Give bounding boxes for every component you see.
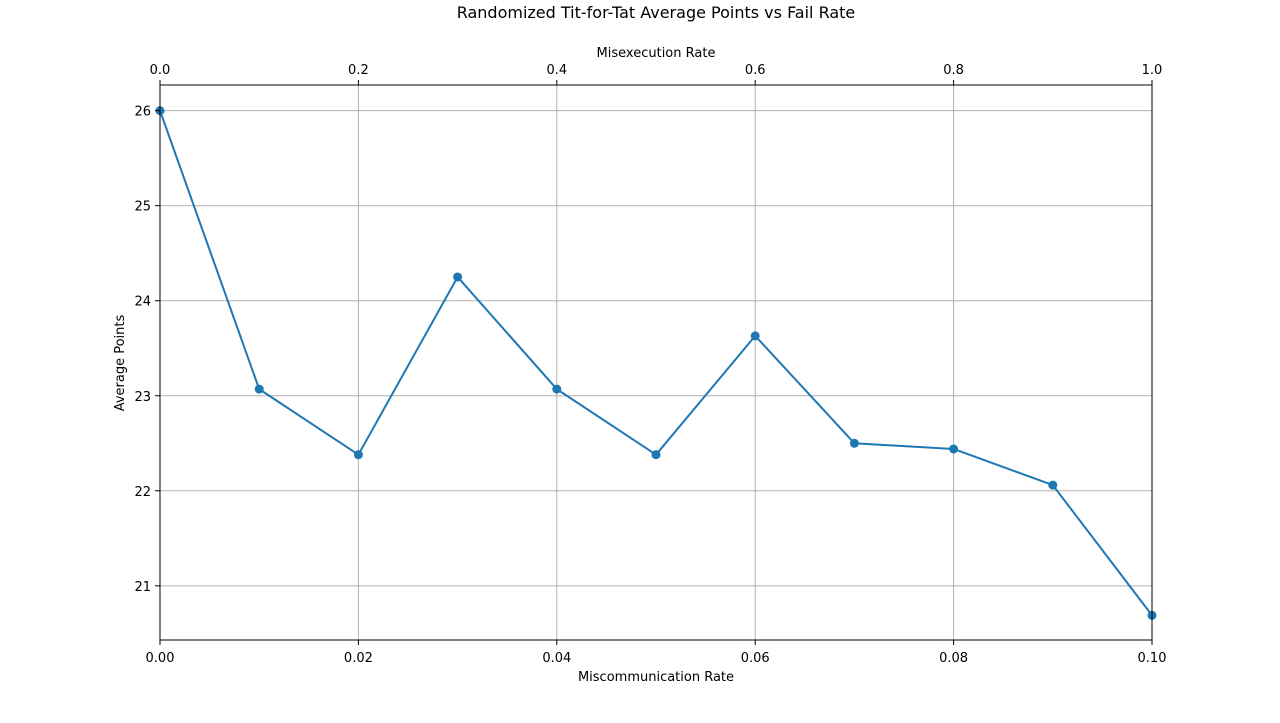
y-tick-label: 24	[134, 295, 151, 310]
series-layer	[155, 106, 1157, 620]
data-point	[1048, 480, 1058, 490]
y-tick-label: 23	[134, 390, 151, 405]
x-tick-label: 0.02	[344, 651, 373, 666]
x-tick-label: 0.06	[741, 651, 770, 666]
data-point	[651, 450, 661, 460]
data-point	[254, 384, 264, 394]
data-point	[552, 384, 562, 394]
x2-axis-label: Misexecution Rate	[597, 46, 716, 61]
data-point	[949, 444, 959, 454]
y-tick-label: 22	[134, 485, 151, 500]
x-tick-label: 0.08	[939, 651, 968, 666]
data-point	[453, 272, 463, 282]
data-point	[750, 331, 760, 341]
x2-tick-label: 0.2	[348, 63, 369, 78]
grid-layer	[159, 85, 1153, 640]
plot-frame	[159, 84, 1153, 641]
x-tick-label: 0.10	[1138, 651, 1167, 666]
y-tick-label: 21	[134, 580, 151, 595]
y-axis-label: Average Points	[113, 314, 128, 411]
x2-tick-label: 0.8	[943, 63, 964, 78]
x-axis-label: Miscommunication Rate	[578, 670, 734, 685]
x-tick-label: 0.00	[146, 651, 175, 666]
series-line	[159, 110, 1153, 616]
x2-tick-label: 1.0	[1142, 63, 1163, 78]
axes-layer: 0.00 0.02 0.04 0.06 0.08 0.10 0.0 0.2 0.4 0.6 0.8 1…	[134, 63, 1166, 666]
x-tick-label: 0.04	[542, 651, 571, 666]
data-point	[353, 450, 363, 460]
data-point	[849, 438, 859, 448]
x2-tick-label: 0.4	[546, 63, 567, 78]
chart-title: Randomized Tit-for-Tat Average Points vs…	[457, 3, 856, 22]
x2-tick-label: 0.0	[150, 63, 171, 78]
x2-tick-label: 0.6	[745, 63, 766, 78]
y-tick-label: 26	[134, 105, 151, 120]
y-tick-label: 25	[134, 200, 151, 215]
